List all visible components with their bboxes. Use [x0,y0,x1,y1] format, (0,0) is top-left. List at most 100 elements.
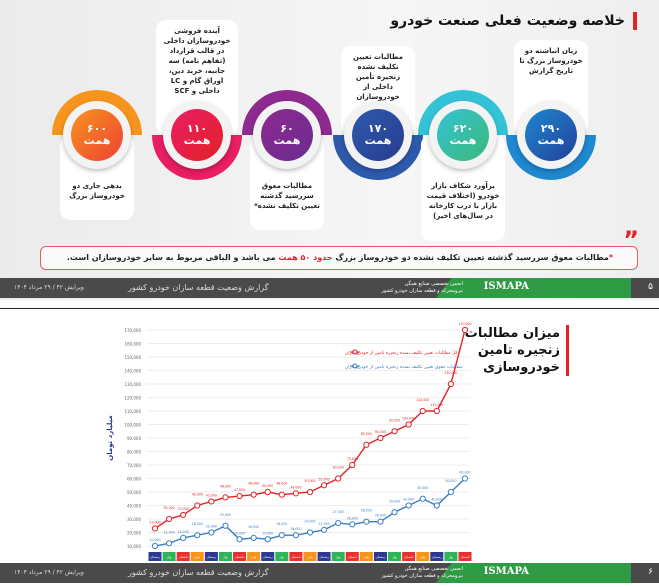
x-tick-label: زمستان [432,555,442,559]
association-name: انجمن تخصصی صنایع همگن نیرومحرکه و قطعه س… [381,566,463,580]
x-category-box [247,552,261,561]
data-label: 50,000 [445,479,456,483]
data-point [208,498,215,505]
data-point [278,491,285,498]
value-unit: همت [537,134,565,147]
metric-circle: ۱۷۰ همت [333,90,423,180]
x-tick-label: بهار [166,555,172,559]
data-label: 95,000 [389,418,400,422]
slide-title: میزان مطالبات زنجیره تامین خودروسازی [465,325,569,376]
data-label: 10,000 [149,538,160,542]
data-label: 40,000 [431,498,442,502]
data-point [447,380,455,388]
data-label: 35,000 [389,499,400,503]
metric-value: ۲۹۰ همت [525,109,577,161]
y-tick-label: 50,000 [127,490,141,495]
data-label: 48,000 [248,482,259,486]
x-category-box [204,552,218,561]
assoc-line-1: انجمن تخصصی صنایع همگن [404,566,463,572]
metric-circle: ۶۰۰ همت [52,90,142,180]
footnote-text-1: مطالبات معوق سررسید گذشته تعیین تکلیف نش… [332,253,609,262]
x-tick-label: تابستان [348,555,357,559]
y-tick-label: 30,000 [127,517,141,522]
data-point [222,494,229,501]
report-title: گزارش وضعیت قطعه سازان خودرو کشور [128,283,269,292]
data-label: 50,000 [262,484,273,488]
x-category-box [359,552,373,561]
value-unit: همت [364,134,392,147]
x-category-box [345,552,359,561]
data-label: 110,000 [416,398,429,402]
assoc-line-2: نیرومحرکه و قطعه سازان خودرو کشور [381,573,463,579]
x-tick-label: تابستان [235,555,244,559]
data-label: 40,000 [192,493,203,497]
y-tick-label: 100,000 [124,423,141,428]
x-category-box [458,552,472,561]
data-point [391,509,398,516]
data-label: 28,000 [361,509,372,513]
footer: ISMAPA انجمن تخصصی صنایع همگن نیرومحرکه و… [0,563,659,583]
x-category-box [261,552,275,561]
data-point [151,525,159,532]
data-label: 130,000 [444,371,457,375]
x-tick-label: بهار [222,555,228,559]
slide-supply-chain-claims: میزان مطالبات زنجیره تامین خودروسازی 10,… [0,308,659,587]
data-label: 16,000 [248,525,259,529]
data-point [292,532,300,539]
data-label: 90,000 [375,430,386,434]
x-tick-label: پاییز [250,555,256,559]
data-point [335,519,342,527]
data-point [377,434,384,442]
data-label: 60,000 [459,471,470,475]
x-tick-label: بهار [448,555,454,559]
x-category-box [190,552,204,561]
data-point [461,326,469,334]
data-label: 43,000 [206,493,217,497]
data-label: 15,000 [262,531,273,535]
title-line: خودروسازی [483,360,560,375]
y-tick-label: 90,000 [127,436,141,441]
data-label: 45,000 [417,486,428,490]
x-category-box [416,552,430,561]
association-name: انجمن تخصصی صنایع همگن نیرومحرکه و قطعه س… [381,281,463,295]
data-point [447,488,455,496]
x-category-box [218,552,232,561]
y-tick-label: 170,000 [124,328,141,333]
y-tick-label: 120,000 [124,396,141,401]
data-label: 18,000 [276,522,287,526]
data-label: 27,000 [333,510,344,514]
x-tick-label: زمستان [376,555,386,559]
value-unit: همت [449,134,477,147]
value-number: ۶۰۰ [86,122,108,135]
data-label: 85,000 [361,432,372,436]
x-category-box [176,552,190,561]
data-point [306,488,314,496]
data-point [419,407,426,415]
data-label: 33,000 [178,507,189,511]
x-tick-label: تابستان [291,555,300,559]
value-number: ۶۰ [280,122,294,135]
y-tick-label: 10,000 [127,544,141,549]
value-number: ۱۱۰ [186,122,208,135]
page-number: ۶ [648,567,653,577]
x-category-box [303,552,317,561]
data-point [292,490,300,497]
data-label: 12,000 [164,530,175,534]
data-point [180,511,187,519]
data-label: 55,000 [319,477,330,481]
x-tick-label: بهار [335,555,341,559]
footnote-mark: * [608,253,613,262]
x-tick-label: پاییز [419,555,425,559]
data-label: 60,000 [333,466,344,470]
data-point [151,542,159,550]
value-number: ۶۲۰ [452,122,474,135]
footnote-highlight: حدود ۵۰ همت [278,253,333,262]
footnote-box: *مطالبات معوق سررسید گذشته تعیین تکلیف ن… [40,246,638,270]
data-point [250,491,257,498]
data-label: 18,000 [290,527,301,531]
value-unit: همت [273,134,301,147]
series-line [154,329,466,530]
metric-circle: ۶۰ همت [242,90,332,180]
data-point [391,428,398,435]
ismapa-logo: ISMAPA [483,566,529,577]
